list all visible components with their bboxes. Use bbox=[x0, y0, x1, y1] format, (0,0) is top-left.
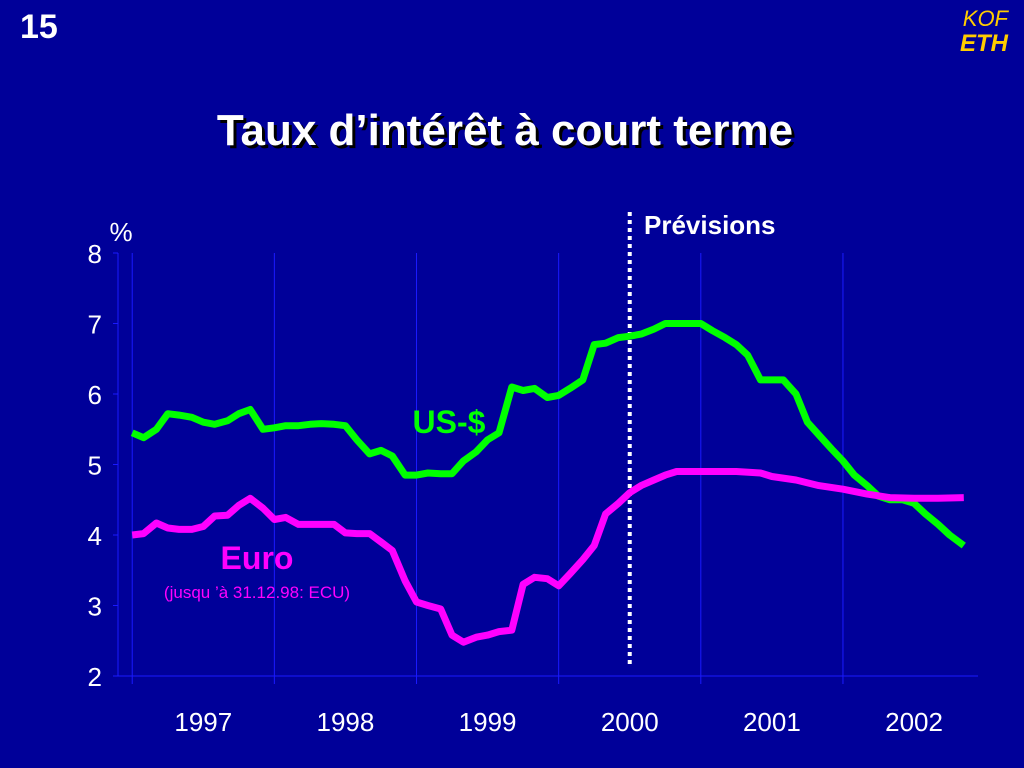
y-tick-label: 2 bbox=[88, 662, 102, 692]
x-tick-label: 2001 bbox=[743, 707, 801, 737]
x-tick-label: 1997 bbox=[174, 707, 232, 737]
y-tick-label: 7 bbox=[88, 310, 102, 340]
y-tick-label: 6 bbox=[88, 380, 102, 410]
slide-title: Taux d’intérêt à court terme bbox=[216, 106, 794, 155]
forecast-label: Prévisions bbox=[644, 210, 776, 240]
y-tick-label: 5 bbox=[88, 451, 102, 481]
y-unit-label: % bbox=[109, 217, 132, 247]
chart-labels: % Prévisions US-$ Euro (jusqu ’à 31.12.9… bbox=[109, 210, 775, 602]
logo-eth: ETH bbox=[960, 30, 1008, 57]
y-tick-label: 8 bbox=[88, 239, 102, 269]
euro-series-label: Euro bbox=[221, 540, 294, 576]
series-line-euro bbox=[131, 468, 964, 646]
usd-series-label: US-$ bbox=[413, 404, 486, 440]
x-tick-label: 2002 bbox=[885, 707, 943, 737]
kof-eth-logo: KOF ETH bbox=[960, 8, 1008, 56]
x-tick-label: 1999 bbox=[459, 707, 517, 737]
logo-kof: KOF bbox=[962, 6, 1008, 31]
x-tick-label: 2000 bbox=[601, 707, 659, 737]
y-tick-label: 4 bbox=[88, 521, 102, 551]
x-tick-label: 1998 bbox=[317, 707, 375, 737]
chart-series bbox=[130, 320, 966, 646]
euro-series-note: (jusqu ’à 31.12.98: ECU) bbox=[164, 583, 350, 602]
chart-axes: 2 3 4 5 6 7 8 1997 1998 1999 2000 2001 2002 bbox=[88, 239, 978, 737]
slide-number: 15 bbox=[20, 8, 58, 46]
y-tick-label: 3 bbox=[88, 592, 102, 622]
series-line-usd bbox=[130, 320, 966, 549]
